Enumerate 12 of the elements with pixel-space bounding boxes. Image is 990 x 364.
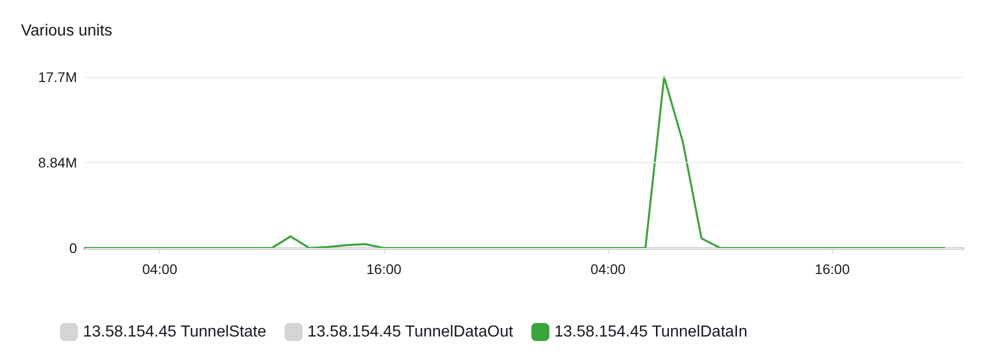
y-tick-label: 17.7M [38,69,77,85]
x-tick-label: 04:00 [590,261,626,277]
x-tick-label: 04:00 [142,261,178,277]
legend-label: 13.58.154.45 TunnelState [83,324,266,340]
legend-label: 13.58.154.45 TunnelDataIn [554,324,748,340]
x-tick-label: 16:00 [366,261,402,277]
y-axis-title: Various units [21,22,112,40]
x-tick-label: 16:00 [814,261,850,277]
legend-label: 13.58.154.45 TunnelDataOut [308,324,514,340]
line-series [84,76,946,249]
y-tick-label: 8.84M [38,154,77,171]
y-tick-label: 0 [69,240,78,256]
